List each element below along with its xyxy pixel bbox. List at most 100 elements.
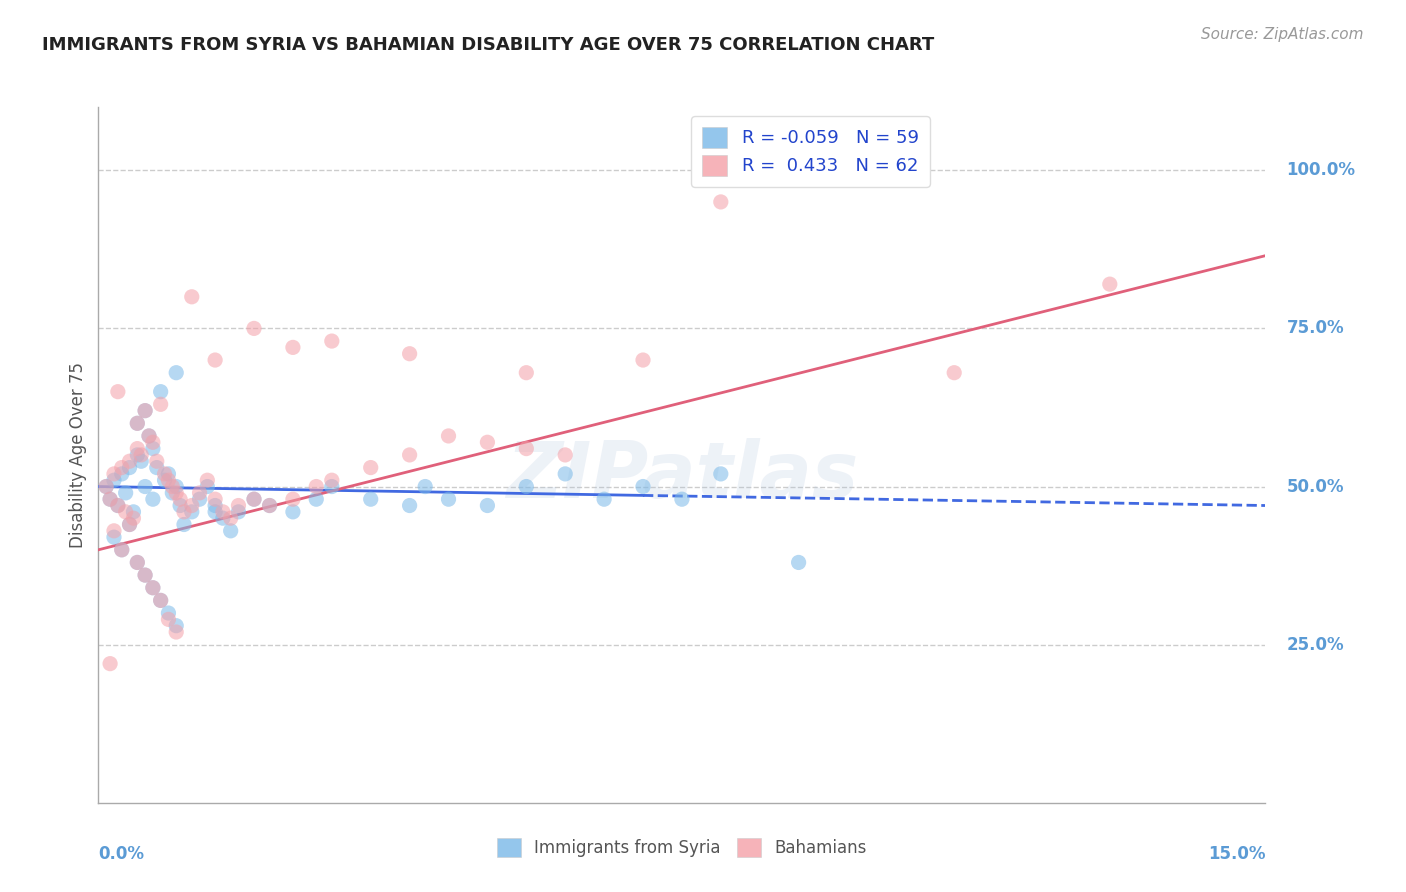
Point xyxy=(142,492,165,507)
Point xyxy=(142,581,165,595)
Point xyxy=(243,321,266,335)
Point xyxy=(96,479,118,493)
Point xyxy=(142,435,165,450)
Text: ZIPatlas: ZIPatlas xyxy=(506,438,858,514)
Point xyxy=(134,568,156,582)
Point xyxy=(281,492,304,507)
Point xyxy=(157,612,180,626)
Point xyxy=(515,366,537,380)
Point xyxy=(138,429,160,443)
Point xyxy=(515,479,537,493)
Point xyxy=(103,530,125,544)
Point xyxy=(204,353,226,368)
Point xyxy=(127,417,149,431)
Point xyxy=(671,492,693,507)
Point xyxy=(114,505,136,519)
Point xyxy=(195,473,218,487)
Legend: Immigrants from Syria, Bahamians: Immigrants from Syria, Bahamians xyxy=(491,831,873,864)
Point xyxy=(398,347,420,361)
Point xyxy=(153,467,176,481)
Point xyxy=(98,492,121,507)
Point xyxy=(111,467,134,481)
Point xyxy=(134,403,156,417)
Y-axis label: Disability Age Over 75: Disability Age Over 75 xyxy=(69,362,87,548)
Point xyxy=(243,492,266,507)
Point xyxy=(149,384,172,399)
Point xyxy=(228,505,250,519)
Point xyxy=(149,593,172,607)
Point xyxy=(127,442,149,456)
Point xyxy=(127,556,149,570)
Point xyxy=(118,460,141,475)
Point xyxy=(413,479,436,493)
Point xyxy=(142,581,165,595)
Point xyxy=(321,473,343,487)
Point xyxy=(111,542,134,557)
Point xyxy=(710,194,733,209)
Point xyxy=(188,486,211,500)
Point xyxy=(103,467,125,481)
Point xyxy=(204,499,226,513)
Text: 25.0%: 25.0% xyxy=(1286,636,1344,654)
Text: IMMIGRANTS FROM SYRIA VS BAHAMIAN DISABILITY AGE OVER 75 CORRELATION CHART: IMMIGRANTS FROM SYRIA VS BAHAMIAN DISABI… xyxy=(42,36,935,54)
Point xyxy=(111,542,134,557)
Point xyxy=(631,479,654,493)
Point xyxy=(305,479,328,493)
Point xyxy=(146,454,169,468)
Point xyxy=(149,397,172,411)
Point xyxy=(122,511,145,525)
Point xyxy=(165,486,187,500)
Point xyxy=(173,517,195,532)
Point xyxy=(157,467,180,481)
Point xyxy=(142,442,165,456)
Point xyxy=(188,492,211,507)
Point xyxy=(96,479,118,493)
Point xyxy=(162,479,184,493)
Point xyxy=(149,593,172,607)
Point xyxy=(305,492,328,507)
Point xyxy=(219,524,242,538)
Text: 100.0%: 100.0% xyxy=(1286,161,1355,179)
Point xyxy=(165,625,187,640)
Point xyxy=(129,454,152,468)
Point xyxy=(173,505,195,519)
Point xyxy=(98,492,121,507)
Point xyxy=(107,499,129,513)
Point xyxy=(169,499,191,513)
Point xyxy=(259,499,281,513)
Point xyxy=(165,479,187,493)
Point xyxy=(122,505,145,519)
Point xyxy=(127,556,149,570)
Point xyxy=(180,290,202,304)
Point xyxy=(103,473,125,487)
Point xyxy=(98,657,121,671)
Point xyxy=(118,517,141,532)
Point xyxy=(437,492,460,507)
Point xyxy=(259,499,281,513)
Point xyxy=(118,517,141,532)
Point xyxy=(165,366,187,380)
Point xyxy=(103,524,125,538)
Point xyxy=(169,492,191,507)
Text: 50.0%: 50.0% xyxy=(1286,477,1344,496)
Point xyxy=(631,353,654,368)
Point xyxy=(127,448,149,462)
Point xyxy=(554,448,576,462)
Point xyxy=(477,435,499,450)
Point xyxy=(107,384,129,399)
Text: 75.0%: 75.0% xyxy=(1286,319,1344,337)
Point xyxy=(398,448,420,462)
Point xyxy=(114,486,136,500)
Point xyxy=(943,366,966,380)
Point xyxy=(360,460,382,475)
Point xyxy=(515,442,537,456)
Point xyxy=(228,499,250,513)
Point xyxy=(437,429,460,443)
Point xyxy=(212,511,235,525)
Point xyxy=(162,486,184,500)
Point xyxy=(157,606,180,620)
Point xyxy=(138,429,160,443)
Point xyxy=(204,505,226,519)
Point xyxy=(321,479,343,493)
Point xyxy=(477,499,499,513)
